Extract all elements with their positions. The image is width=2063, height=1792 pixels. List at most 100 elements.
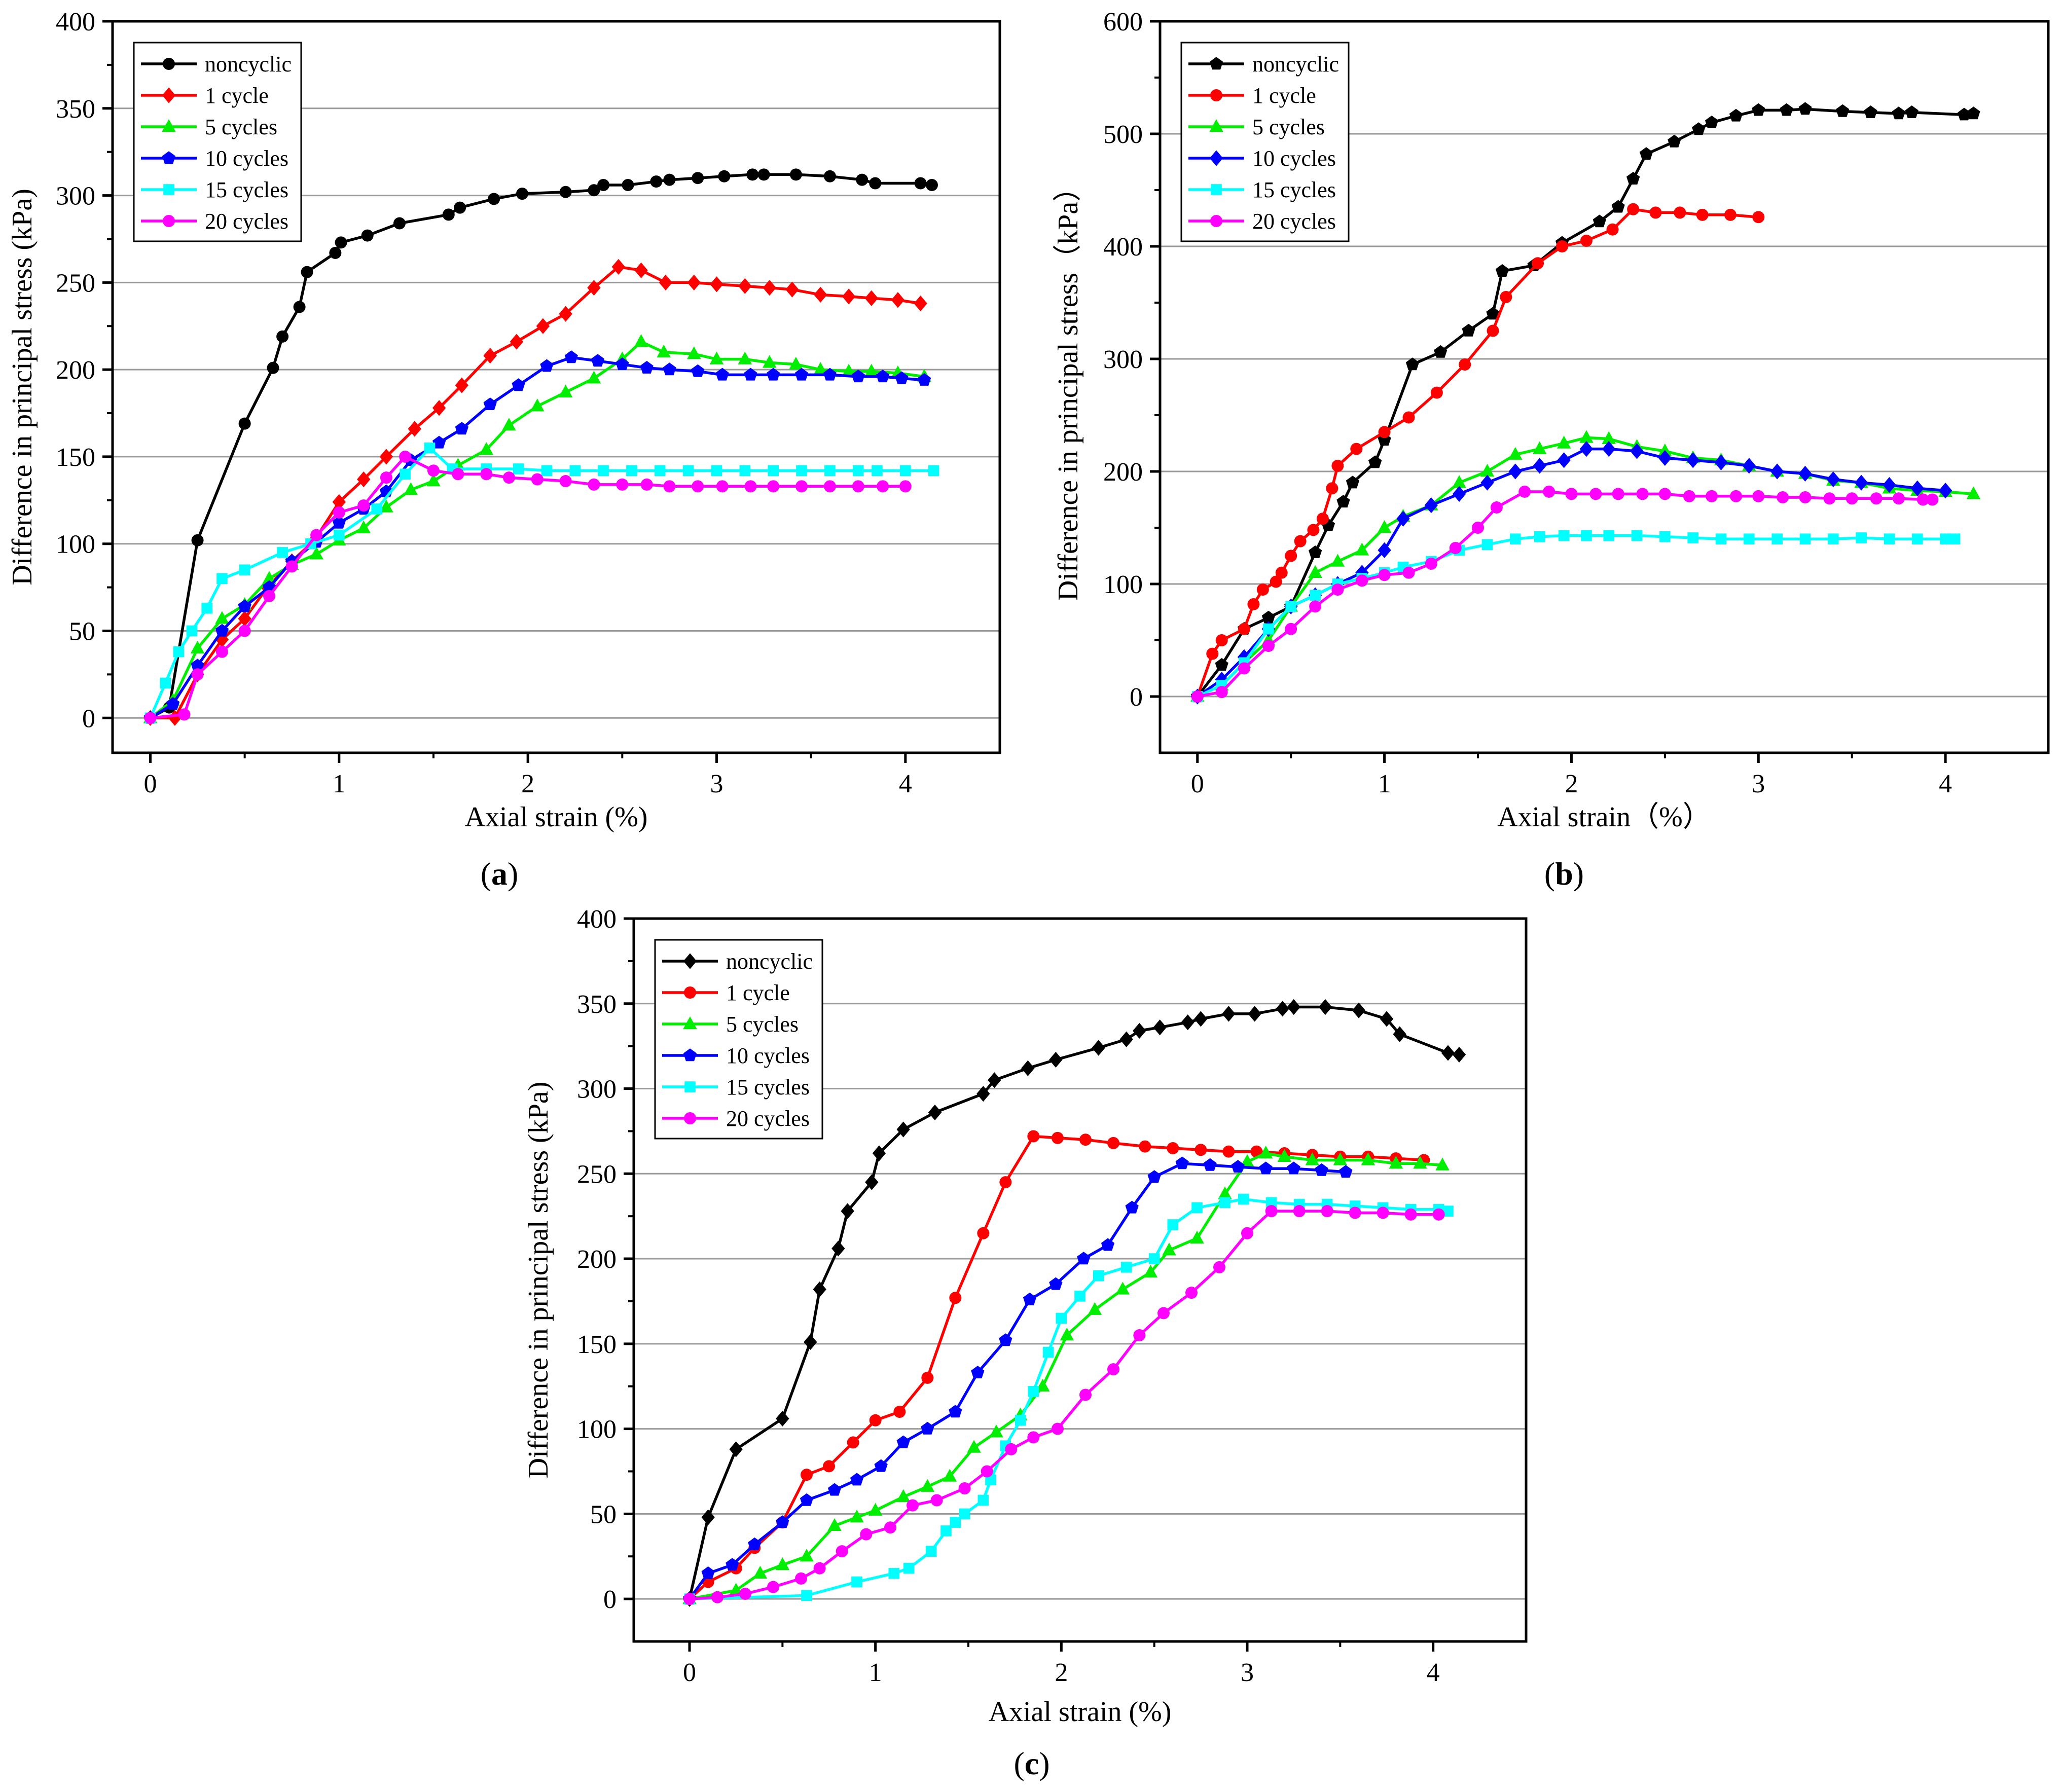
data-point	[976, 1085, 990, 1102]
panel-label: (a)	[481, 856, 519, 892]
data-point	[1543, 485, 1555, 498]
data-point	[432, 435, 446, 449]
data-point	[626, 465, 637, 477]
data-point	[1798, 102, 1812, 115]
data-point	[1309, 545, 1322, 558]
data-point	[1052, 1422, 1064, 1435]
data-point	[1191, 1202, 1203, 1214]
legend-entry-label: noncyclic	[205, 52, 292, 77]
data-point	[1405, 357, 1420, 371]
data-point	[276, 330, 289, 343]
data-point	[564, 350, 578, 363]
data-point	[762, 355, 777, 368]
data-point	[634, 262, 648, 278]
data-point	[588, 478, 600, 491]
data-point	[1148, 1253, 1160, 1264]
data-point	[424, 442, 436, 454]
data-point	[999, 1176, 1012, 1189]
data-point	[1215, 634, 1228, 646]
data-point	[757, 168, 770, 181]
data-point	[1533, 458, 1546, 474]
data-point	[1240, 1154, 1254, 1167]
data-point	[1115, 1282, 1130, 1295]
data-point	[1413, 1156, 1427, 1169]
data-point	[1892, 106, 1906, 120]
data-point	[1459, 358, 1471, 371]
data-point	[813, 1562, 826, 1575]
data-point	[1589, 488, 1602, 500]
data-point	[746, 168, 759, 181]
data-point	[1752, 103, 1765, 116]
data-point	[408, 421, 421, 437]
data-point	[1845, 492, 1858, 505]
data-point	[1293, 1205, 1306, 1218]
y-tick-label: 100	[56, 530, 95, 559]
series-line	[150, 356, 925, 719]
data-point	[1259, 1161, 1273, 1175]
y-tick-label: 100	[1103, 570, 1143, 599]
data-point	[1905, 105, 1919, 118]
data-point	[1424, 497, 1438, 514]
data-point	[540, 359, 554, 372]
series-5	[144, 450, 912, 724]
data-point	[804, 1334, 817, 1350]
data-point	[907, 1499, 919, 1512]
data-point	[488, 193, 500, 205]
data-point	[1331, 459, 1344, 472]
data-point	[1481, 539, 1493, 551]
data-point	[1612, 488, 1624, 500]
y-tick-label: 150	[577, 1330, 617, 1359]
data-point	[1349, 1206, 1361, 1219]
legend-entry-label: 10 cycles	[1252, 146, 1336, 171]
data-point	[900, 465, 911, 477]
y-tick-label: 600	[1103, 8, 1143, 36]
data-point	[510, 334, 524, 350]
data-point	[1510, 533, 1521, 544]
legend-entry-label: 10 cycles	[205, 146, 288, 171]
data-point	[928, 465, 939, 477]
data-point	[687, 274, 701, 290]
x-tick-label: 2	[1055, 1658, 1068, 1687]
data-point	[1307, 524, 1320, 536]
data-point	[1316, 513, 1329, 525]
legend-entry-label: 10 cycles	[726, 1043, 810, 1068]
data-point	[949, 1292, 962, 1304]
data-point	[959, 1508, 970, 1520]
data-point	[1287, 999, 1300, 1015]
data-point	[1238, 662, 1250, 675]
plot-frame	[1159, 20, 2050, 754]
data-point	[1404, 1208, 1417, 1221]
data-point	[1258, 1146, 1273, 1159]
x-tick-label: 3	[1752, 770, 1765, 798]
data-point	[659, 274, 673, 290]
data-point	[616, 357, 629, 370]
data-point	[709, 351, 724, 364]
data-point	[739, 1588, 751, 1600]
data-point	[1315, 1163, 1328, 1176]
data-point	[480, 468, 493, 481]
data-point	[1330, 554, 1345, 567]
data-point	[1218, 1186, 1232, 1199]
data-point	[744, 368, 757, 381]
data-point	[1378, 569, 1391, 581]
data-point	[512, 378, 525, 391]
data-point	[335, 236, 347, 249]
data-point	[1870, 492, 1883, 505]
data-point	[1967, 106, 1980, 120]
series-2	[143, 334, 931, 723]
data-point	[1195, 1144, 1207, 1156]
data-point	[1687, 532, 1698, 543]
series-line	[689, 1210, 1439, 1600]
legend: noncyclic 1 cycle 5 cycles 10 cycles 15 cycl…	[654, 939, 823, 1140]
data-point	[380, 471, 392, 484]
data-point	[1579, 441, 1594, 457]
data-point	[332, 516, 346, 529]
data-point	[850, 1510, 864, 1523]
data-point	[1077, 1252, 1091, 1265]
data-point	[748, 1537, 762, 1550]
legend-marker	[683, 1016, 697, 1030]
data-point	[917, 373, 931, 386]
data-point	[1534, 531, 1545, 542]
data-point	[1185, 1287, 1198, 1299]
data-point	[869, 177, 882, 190]
